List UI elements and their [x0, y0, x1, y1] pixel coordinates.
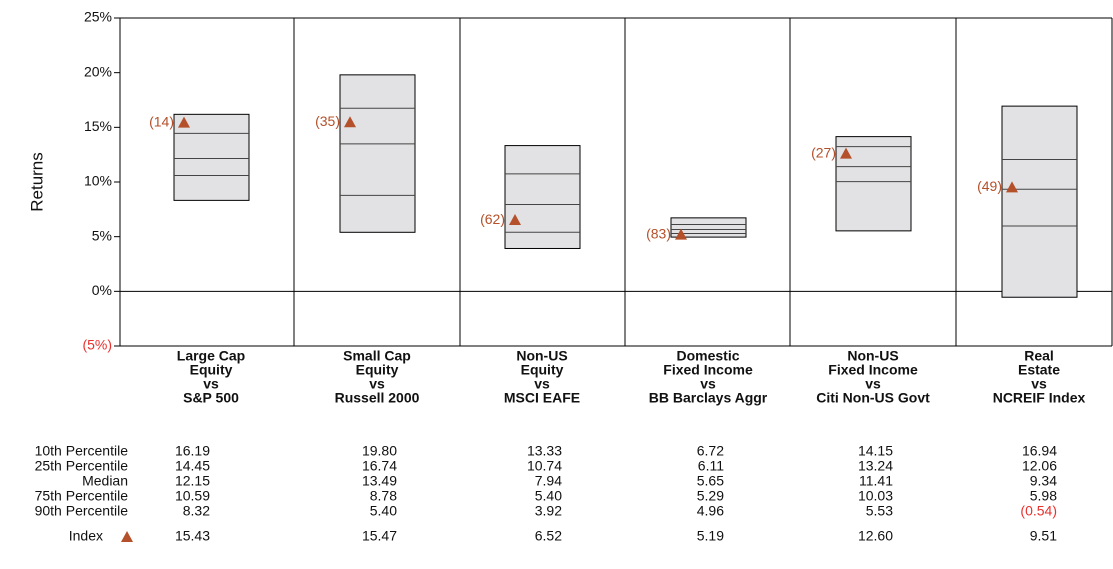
- table-value: 5.29: [697, 488, 724, 504]
- y-axis-label: Returns: [27, 152, 46, 212]
- category-label: S&P 500: [183, 390, 239, 406]
- table-value: 15.43: [175, 528, 210, 544]
- y-tick-label: (5%): [82, 337, 112, 353]
- rank-label: (27): [811, 144, 836, 160]
- category-label: vs: [369, 376, 385, 392]
- index-marker: [840, 147, 852, 159]
- table-value: 16.19: [175, 443, 210, 459]
- y-tick-label: 10%: [84, 173, 112, 189]
- table-value: 8.78: [370, 488, 397, 504]
- category-label: MSCI EAFE: [504, 390, 580, 406]
- rank-label: (49): [977, 178, 1002, 194]
- table-value: 11.41: [859, 473, 893, 489]
- row-label: Index: [69, 528, 103, 544]
- category-label: Real: [1024, 348, 1054, 364]
- rank-label: (62): [480, 211, 505, 227]
- index-marker: [178, 116, 190, 128]
- table-value: 8.32: [183, 503, 210, 519]
- rank-label: (35): [315, 113, 340, 129]
- category-label: Large Cap: [177, 348, 245, 364]
- category-label: Domestic: [676, 348, 739, 364]
- category-label: Equity: [356, 362, 399, 378]
- y-tick-label: 20%: [84, 63, 112, 79]
- percentile-box: [173, 113, 250, 201]
- table-value: 6.52: [535, 528, 562, 544]
- category-label: Fixed Income: [663, 362, 753, 378]
- table-value: 10.59: [175, 488, 210, 504]
- category-label: Russell 2000: [335, 390, 420, 406]
- table-value: 5.40: [535, 488, 562, 504]
- table-value: 9.34: [1030, 473, 1057, 489]
- table-value: 16.94: [1022, 443, 1057, 459]
- category-label: Equity: [190, 362, 233, 378]
- table-value: 13.24: [858, 458, 893, 474]
- percentile-box: [1001, 105, 1078, 298]
- row-label: Median: [82, 473, 128, 489]
- y-tick-label: 5%: [92, 227, 112, 243]
- table-value: 5.19: [697, 528, 724, 544]
- table-value: 12.15: [175, 473, 210, 489]
- category-label: Citi Non-US Govt: [816, 390, 930, 406]
- table-value: 6.11: [698, 458, 724, 474]
- category-label: Small Cap: [343, 348, 411, 364]
- table-value: 3.92: [535, 503, 562, 519]
- table-value: 19.80: [362, 443, 397, 459]
- category-label: vs: [534, 376, 550, 392]
- table-value: 15.47: [362, 528, 397, 544]
- category-label: Fixed Income: [828, 362, 918, 378]
- category-label: NCREIF Index: [993, 390, 1086, 406]
- y-tick-label: 15%: [84, 118, 112, 134]
- index-marker: [675, 228, 687, 240]
- table-value: 6.72: [697, 443, 724, 459]
- table-value: 10.03: [858, 488, 893, 504]
- index-marker: [509, 214, 521, 226]
- table-value: 5.65: [697, 473, 724, 489]
- table-value: 5.40: [370, 503, 397, 519]
- table-value: 12.60: [858, 528, 893, 544]
- table-value: 5.53: [866, 503, 893, 519]
- category-label: vs: [1031, 376, 1047, 392]
- table-value: 10.74: [527, 458, 562, 474]
- table-value: 14.45: [175, 458, 210, 474]
- category-label: vs: [700, 376, 716, 392]
- category-label: BB Barclays Aggr: [649, 390, 768, 406]
- category-label: vs: [203, 376, 219, 392]
- percentile-box: [339, 74, 416, 233]
- table-value: 13.49: [362, 473, 397, 489]
- table-value: 13.33: [527, 443, 562, 459]
- row-label: 10th Percentile: [35, 443, 129, 459]
- category-label: Non-US: [516, 348, 567, 364]
- y-tick-label: 25%: [84, 9, 112, 25]
- category-label: Estate: [1018, 362, 1060, 378]
- row-label: 90th Percentile: [35, 503, 129, 519]
- table-value: (0.54): [1020, 503, 1057, 519]
- y-tick-label: 0%: [92, 282, 112, 298]
- table-value: 12.06: [1022, 458, 1057, 474]
- index-marker: [1006, 181, 1018, 193]
- table-value: 7.94: [535, 473, 562, 489]
- category-label: vs: [865, 376, 881, 392]
- table-value: 4.96: [697, 503, 724, 519]
- category-label: Equity: [521, 362, 564, 378]
- table-value: 9.51: [1030, 528, 1057, 544]
- row-label: 25th Percentile: [35, 458, 129, 474]
- percentile-box: [670, 217, 747, 238]
- row-label: 75th Percentile: [35, 488, 129, 504]
- table-value: 5.98: [1030, 488, 1057, 504]
- index-marker: [344, 116, 356, 128]
- category-label: Non-US: [847, 348, 898, 364]
- table-value: 16.74: [362, 458, 397, 474]
- percentile-box: [504, 145, 581, 249]
- table-value: 14.15: [858, 443, 893, 459]
- rank-label: (83): [646, 225, 671, 241]
- rank-label: (14): [149, 113, 174, 129]
- legend-marker: [121, 531, 133, 542]
